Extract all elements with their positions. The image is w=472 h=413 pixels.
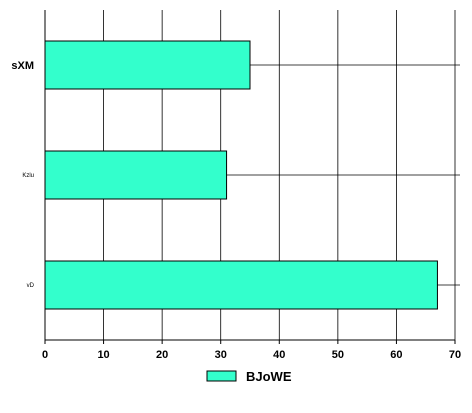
x-tick-label-3: 30 [215, 349, 227, 361]
category-label-sXM: sXM [11, 60, 34, 72]
bar-vD [44, 260, 438, 310]
bar-sXM [44, 40, 251, 90]
x-tick-label-0: 0 [42, 349, 48, 361]
category-label-vD: vD [27, 283, 35, 289]
legend: BJoWE [206, 369, 292, 384]
axes [44, 10, 456, 344]
category-label-Kzlu: Kzlu [22, 173, 34, 179]
x-tick-label-7: 70 [449, 349, 461, 361]
x-tick-label-4: 40 [273, 349, 285, 361]
bar-Kzlu [44, 150, 228, 200]
x-tick-labels: 0 10 20 30 40 50 60 70 [42, 349, 461, 361]
x-tick-label-6: 60 [390, 349, 402, 361]
x-tick-label-5: 50 [332, 349, 344, 361]
legend-swatch [206, 370, 237, 382]
x-tick-label-2: 20 [156, 349, 168, 361]
x-tick-label-1: 10 [97, 349, 109, 361]
y-category-labels: sXM Kzlu vD [11, 60, 34, 289]
legend-label: BJoWE [246, 369, 292, 384]
